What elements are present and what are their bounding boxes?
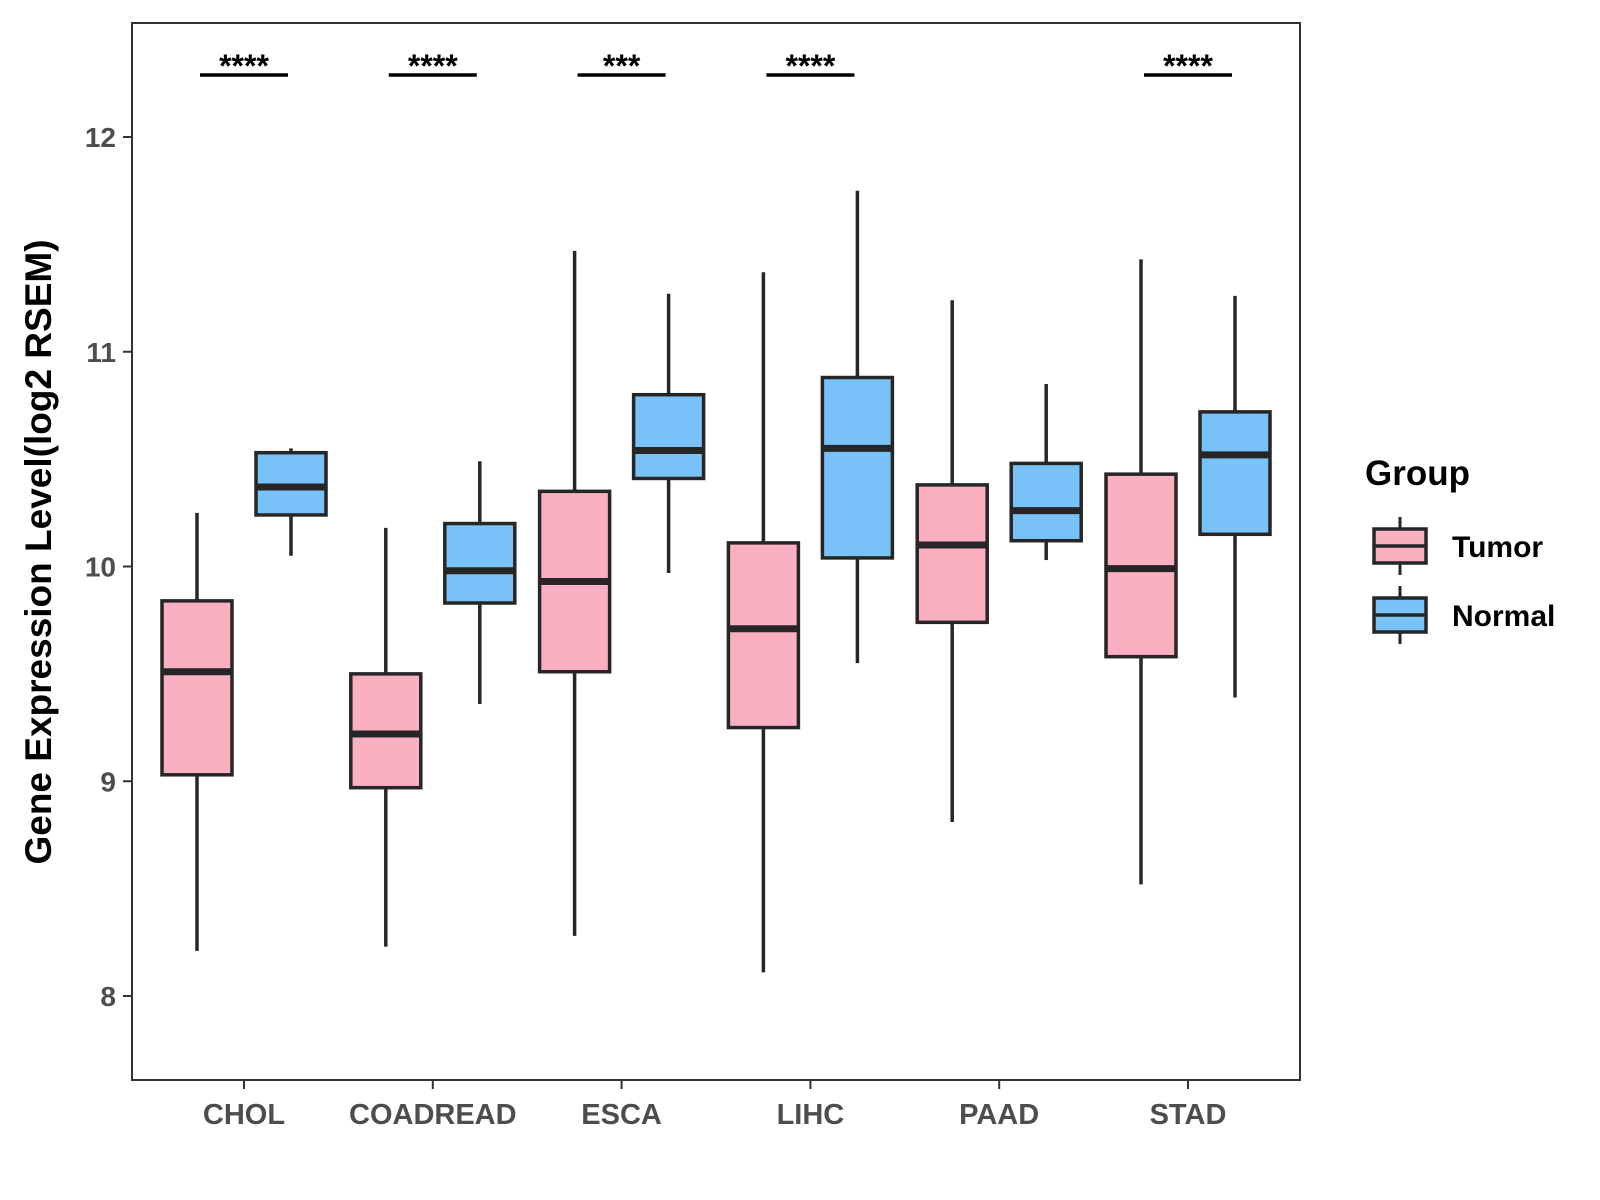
y-tick-label: 12 [85,122,116,153]
y-tick-label: 11 [86,337,116,368]
x-tick-label: COADREAD [349,1099,517,1131]
significance-label: *** [603,48,641,84]
x-tick-label: LIHC [777,1099,845,1131]
box-normal [1198,410,1272,537]
y-axis-title: Gene Expression Level(log2 RSEM) [18,239,59,864]
legend-label-tumor: Tumor [1452,531,1543,564]
legend-label-normal: Normal [1452,600,1555,633]
significance-label: **** [408,48,458,84]
x-tick-label: ESCA [581,1099,662,1131]
box-tumor [915,483,989,625]
box-normal [631,392,706,481]
y-tick-label: 9 [100,766,116,797]
legend: Group Tumor Normal [1365,454,1555,644]
x-tick-label: PAAD [959,1099,1039,1131]
box-tumor [726,541,801,730]
legend-title: Group [1365,454,1470,493]
y-tick-label: 8 [100,981,116,1012]
y-tick-label: 10 [85,552,116,583]
significance-label: **** [219,48,269,84]
box-tumor [160,599,234,777]
box-normal [1009,461,1083,543]
box-normal [443,521,517,605]
x-tick-label: STAD [1150,1099,1227,1131]
x-tick-label: CHOL [203,1099,285,1131]
plot-panel-border [131,22,1301,1081]
box-normal [820,375,895,560]
significance-label: **** [785,48,835,84]
significance-label: **** [1163,48,1213,84]
